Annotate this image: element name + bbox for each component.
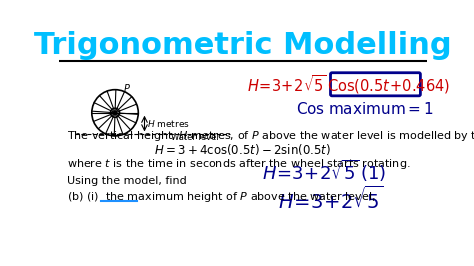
Text: $H\!=\!3\!+\!2\sqrt{5}\,\mathrm{Cos}(0.5t\!+\!0.464)$: $H\!=\!3\!+\!2\sqrt{5}\,\mathrm{Cos}(0.5… [247,73,450,96]
Text: The vertical height, $H$ metres, of $P$ above the water level is modelled by the: The vertical height, $H$ metres, of $P$ … [67,129,474,143]
Text: $H = 3 + 4\cos(0.5t) - 2\sin(0.5t)$: $H = 3 + 4\cos(0.5t) - 2\sin(0.5t)$ [155,142,331,157]
Text: where $t$ is the time in seconds after the wheel starts rotating.: where $t$ is the time in seconds after t… [67,157,410,171]
Text: Water level: Water level [171,133,219,142]
Text: $P$: $P$ [123,82,130,94]
Text: $H\!=\!3\!+\!2\sqrt{5}$: $H\!=\!3\!+\!2\sqrt{5}$ [278,186,383,213]
Text: (b) (i)  the maximum height of $P$ above the water level,: (b) (i) the maximum height of $P$ above … [67,190,375,205]
Text: $H\!=\!3\!+\!2\sqrt{5}\,(1)$: $H\!=\!3\!+\!2\sqrt{5}\,(1)$ [262,157,386,184]
Text: $H$ metres: $H$ metres [147,118,190,129]
Text: $\mathrm{Cos\;maximum}=1$: $\mathrm{Cos\;maximum}=1$ [296,101,434,117]
Circle shape [113,111,117,114]
Text: Trigonometric Modelling: Trigonometric Modelling [34,31,452,60]
Text: Using the model, find: Using the model, find [67,176,187,185]
